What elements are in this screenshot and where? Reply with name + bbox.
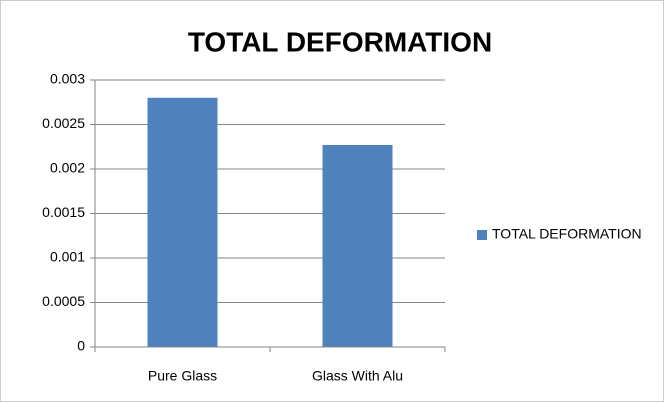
x-tick-label: Pure Glass [148, 368, 217, 384]
y-tick-label: 0.003 [50, 71, 85, 87]
x-tick-label: Glass With Alu [312, 368, 403, 384]
y-tick-label: 0.0015 [42, 204, 85, 220]
y-tick-label: 0.001 [50, 249, 85, 265]
legend-label: TOTAL DEFORMATION [492, 226, 642, 242]
bar [322, 144, 393, 347]
y-tick-label: 0.0005 [42, 293, 85, 309]
chart-title: TOTAL DEFORMATION [188, 26, 492, 57]
bar [147, 97, 218, 347]
y-tick-label: 0.0025 [42, 115, 85, 131]
y-tick-label: 0.002 [50, 160, 85, 176]
legend-swatch [477, 230, 487, 240]
y-tick-label: 0 [77, 338, 85, 354]
